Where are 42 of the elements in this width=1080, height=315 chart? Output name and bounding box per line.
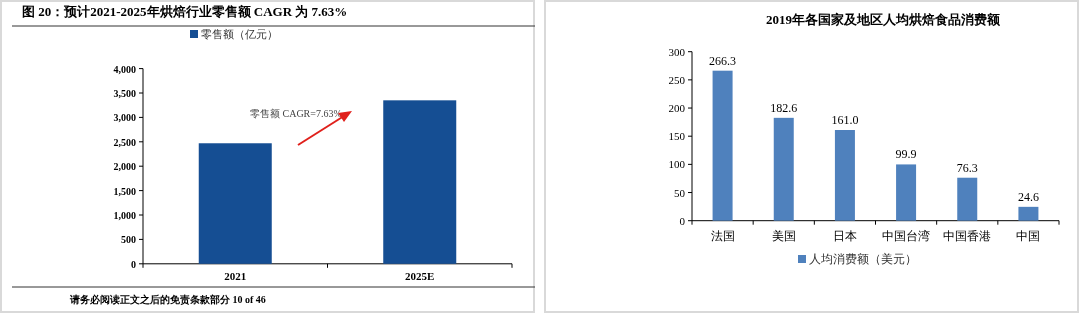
x-tick-label: 美国	[771, 229, 796, 243]
y-tick-label: 100	[668, 158, 686, 171]
text: 请务必阅读正文之后的免责条款部分 10 of 46	[69, 294, 266, 306]
bar	[712, 70, 733, 221]
annotation: 零售额 CAGR=7.63%	[250, 108, 342, 119]
x-tick-label: 中国香港	[943, 229, 992, 243]
legend-label: 零售额（亿元）	[201, 28, 278, 40]
y-tick-label: 0	[131, 258, 136, 270]
y-tick-label: 500	[121, 234, 136, 246]
x-tick-label: 2025E	[405, 270, 435, 282]
y-tick-label: 3,000	[113, 112, 136, 124]
data-label: 99.9	[895, 147, 917, 162]
chart-title: 图 20：预计2021-2025年烘焙行业零售额 CAGR 为 7.63%	[22, 4, 348, 19]
y-tick-label: 3,500	[113, 88, 136, 99]
bar	[773, 117, 794, 221]
bar	[957, 177, 978, 221]
y-tick-label: 0	[679, 214, 686, 227]
data-label: 266.3	[709, 53, 737, 68]
y-tick-label: 200	[668, 102, 686, 115]
x-tick-label: 2021	[224, 270, 247, 282]
data-label: 161.0	[831, 113, 859, 127]
data-label: 24.6	[1017, 189, 1039, 204]
data-label: 182.6	[770, 100, 798, 115]
data-label: 76.3	[956, 160, 978, 175]
x-tick-label: 日本	[832, 229, 857, 243]
legend-label: 人均消费额（美元）	[809, 252, 917, 266]
y-tick-label: 1,000	[113, 210, 136, 221]
bar	[834, 130, 855, 221]
y-tick-label: 300	[668, 45, 686, 58]
x-tick-label: 中国	[1016, 229, 1041, 243]
bar	[896, 164, 917, 221]
chart-title: 2019年各国家及地区人均烘焙食品消费额	[766, 12, 1001, 27]
bar	[1018, 206, 1039, 221]
y-tick-label: 2,000	[113, 161, 136, 173]
y-tick-label: 4,000	[113, 63, 136, 75]
x-tick-label: 法国	[710, 229, 735, 243]
y-tick-label: 50	[674, 186, 686, 199]
x-tick-label: 中国台湾	[882, 229, 931, 243]
y-tick-label: 250	[668, 73, 686, 86]
y-tick-label: 1,500	[113, 185, 136, 197]
y-tick-label: 150	[668, 130, 686, 143]
y-tick-label: 2,500	[113, 136, 136, 148]
